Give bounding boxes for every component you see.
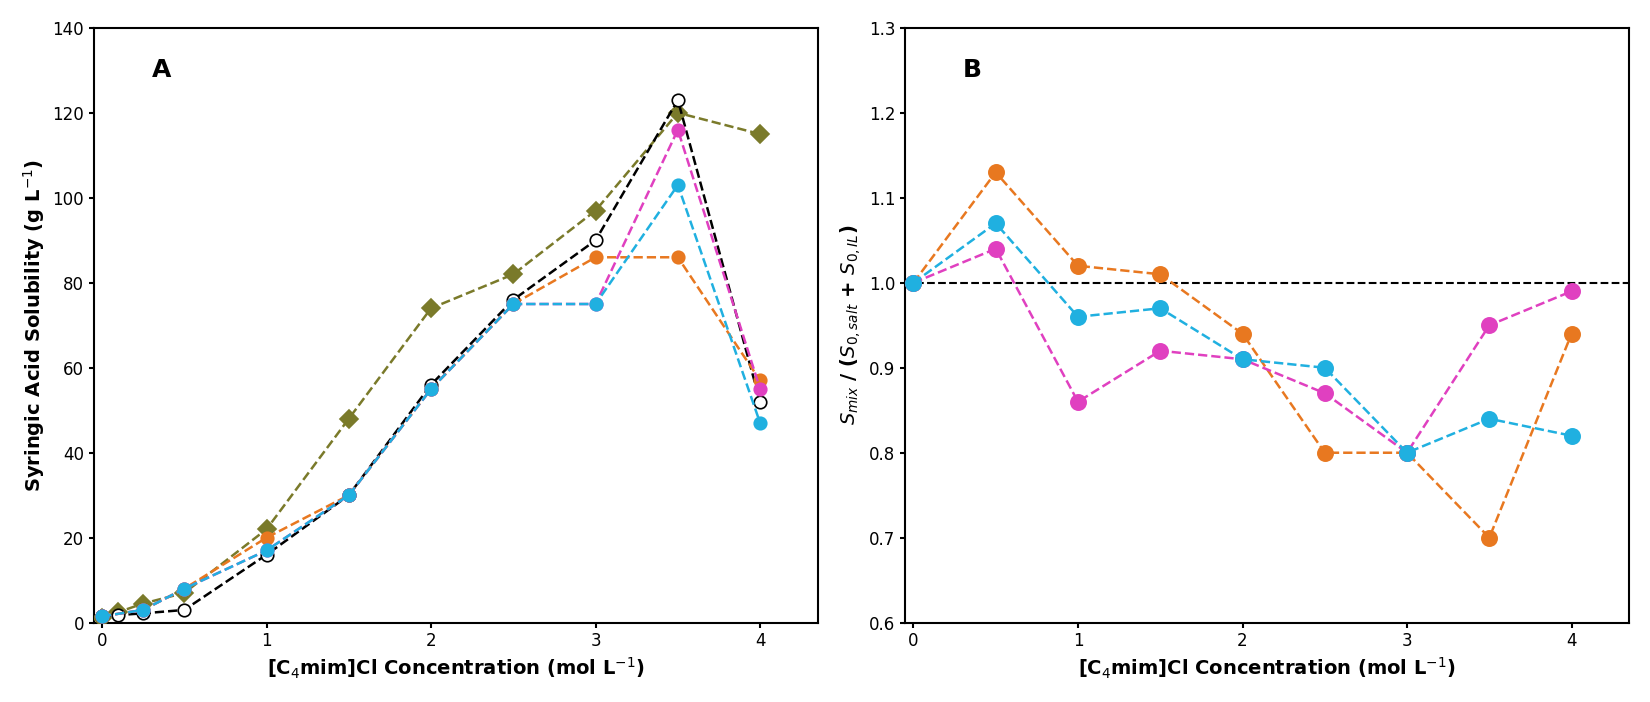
- X-axis label: [C$_4$mim]Cl Concentration (mol L$^{-1}$): [C$_4$mim]Cl Concentration (mol L$^{-1}$…: [1079, 656, 1455, 681]
- Text: A: A: [152, 58, 172, 81]
- Text: B: B: [964, 58, 982, 81]
- X-axis label: [C$_4$mim]Cl Concentration (mol L$^{-1}$): [C$_4$mim]Cl Concentration (mol L$^{-1}$…: [267, 656, 645, 681]
- Y-axis label: $S_{mix}$ / ($S_{0,salt}$ + $S_{0,IL}$): $S_{mix}$ / ($S_{0,salt}$ + $S_{0,IL}$): [838, 225, 863, 425]
- Y-axis label: Syringic Acid Solubility (g L$^{-1}$): Syringic Acid Solubility (g L$^{-1}$): [21, 159, 46, 492]
